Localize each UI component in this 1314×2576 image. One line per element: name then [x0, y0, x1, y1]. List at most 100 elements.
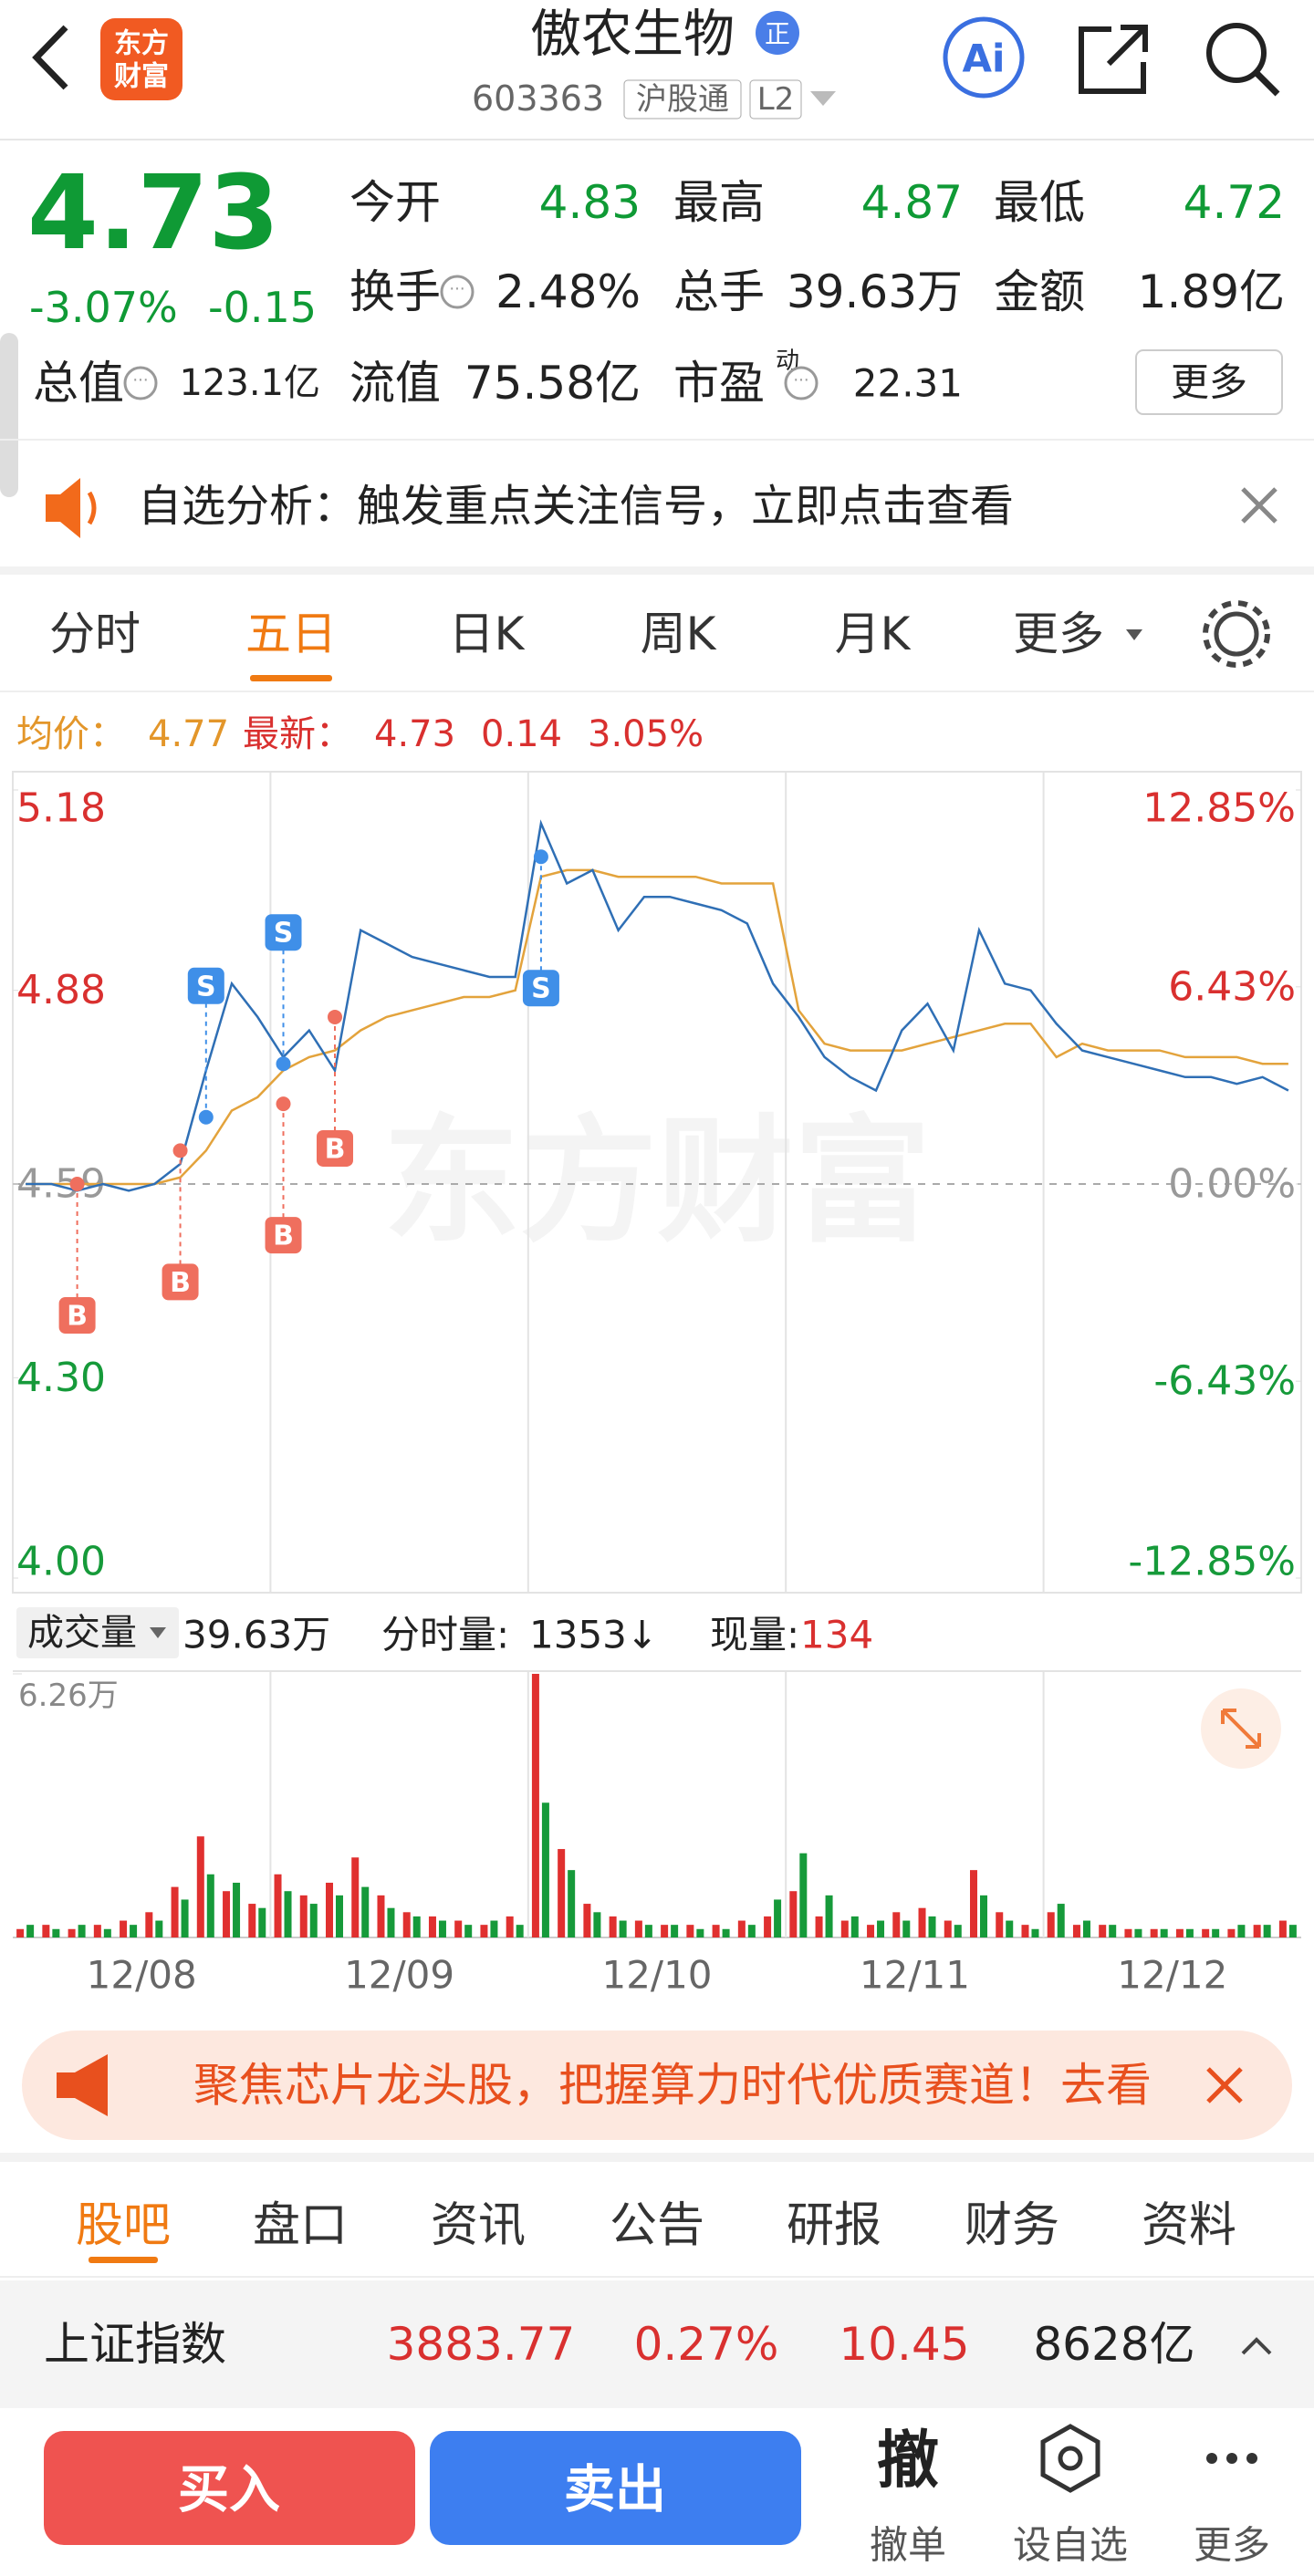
- banner[interactable]: [22, 2031, 1292, 2140]
- tag: L2: [757, 81, 795, 118]
- signal-box[interactable]: [58, 1297, 96, 1334]
- volume-bar: [877, 1920, 885, 1937]
- volume-bar: [634, 1920, 642, 1937]
- stat-value: 123.1亿: [179, 362, 320, 404]
- volume-bar: [16, 1928, 25, 1937]
- volume-bar: [1237, 1925, 1246, 1937]
- sell-text: 卖出: [564, 2461, 666, 2520]
- expand-caret[interactable]: [1241, 2337, 1272, 2355]
- volume-bar: [78, 1925, 86, 1937]
- volume-bar: [1288, 1925, 1297, 1937]
- dropdown-icon[interactable]: [810, 91, 836, 106]
- info-icon-dots: ···: [449, 280, 464, 299]
- bottom-tab[interactable]: 财务: [965, 2198, 1059, 2253]
- volume-bar: [196, 1836, 204, 1937]
- stat-value: 4.72: [1184, 176, 1285, 229]
- bottom-tab[interactable]: 盘口: [253, 2198, 348, 2253]
- info-icon[interactable]: [440, 275, 474, 309]
- signal-box[interactable]: [317, 1129, 353, 1167]
- volume-bar: [928, 1916, 936, 1937]
- buy-button[interactable]: [44, 2431, 415, 2545]
- volume-bar: [1057, 1904, 1065, 1937]
- chart-frame: [12, 771, 1302, 1594]
- signal-box[interactable]: [265, 914, 302, 951]
- tab[interactable]: 分时: [49, 608, 141, 660]
- stat-value: 2.48%: [495, 265, 641, 318]
- tab[interactable]: 周K: [641, 608, 717, 660]
- banner-text: 聚焦芯片龙头股，把握算力时代优质赛道！去看: [193, 2059, 1152, 2112]
- info-icon[interactable]: [784, 366, 819, 400]
- signal-box[interactable]: [265, 1217, 302, 1254]
- bottom-tab[interactable]: 公告: [610, 2198, 704, 2253]
- volume-selector[interactable]: [16, 1607, 179, 1658]
- bottom-tab[interactable]: 研报: [787, 2198, 881, 2253]
- volume-bar: [387, 1907, 395, 1937]
- tab[interactable]: 日K: [449, 608, 526, 660]
- volume-bar: [722, 1928, 730, 1937]
- y-tick-label: 4.88: [16, 967, 106, 1013]
- volume-bar: [1134, 1928, 1142, 1937]
- index-change-pct: 0.27%: [634, 2318, 779, 2371]
- info-icon[interactable]: [123, 366, 158, 400]
- tool-label[interactable]: 更多: [1194, 2523, 1270, 2568]
- tab[interactable]: 更多: [1013, 608, 1104, 660]
- settings-icon[interactable]: [1214, 611, 1259, 657]
- watchlist-icon: [1040, 2424, 1100, 2493]
- tool-label[interactable]: 撤单: [870, 2523, 946, 2568]
- volume-bar: [671, 1925, 679, 1937]
- close-icon[interactable]: [1241, 487, 1278, 524]
- volume-bar: [840, 1920, 849, 1937]
- y-tick-label: 4.30: [16, 1355, 106, 1401]
- index-value: 3883.77: [387, 2318, 576, 2371]
- volume-selector-text: 成交量: [27, 1612, 137, 1654]
- volume-bar: [696, 1928, 704, 1937]
- volume-bar: [258, 1907, 266, 1937]
- volume-bar: [541, 1802, 549, 1937]
- share-icon[interactable]: [1079, 25, 1148, 94]
- volume-bar: [531, 1674, 539, 1937]
- volume-bar: [1278, 1920, 1287, 1937]
- tab[interactable]: 月K: [835, 608, 912, 660]
- divider: [0, 2153, 1314, 2162]
- bottom-tab[interactable]: 资讯: [431, 2198, 526, 2253]
- stat-value: 22.31: [853, 361, 963, 406]
- signal-box[interactable]: [187, 967, 224, 1004]
- signal-box[interactable]: [522, 970, 559, 1007]
- side-handle[interactable]: [0, 333, 18, 497]
- ai-button[interactable]: [943, 16, 1025, 99]
- volume-bar: [171, 1886, 179, 1937]
- change-pct: -3.07%: [29, 283, 178, 332]
- tool-label[interactable]: 设自选: [1013, 2523, 1128, 2568]
- y2-tick-label: -6.43%: [1153, 1358, 1296, 1405]
- tick-arrow: ↓: [626, 1613, 658, 1657]
- volume-bar: [1109, 1925, 1117, 1937]
- tab-bar: 分时 五日 日K 周K 月K 更多: [49, 608, 1142, 681]
- cancel-icon: 撤: [877, 2425, 939, 2498]
- volume-bar: [1175, 1928, 1184, 1937]
- signal-box[interactable]: [162, 1263, 199, 1301]
- index-bar[interactable]: [0, 2280, 1314, 2408]
- tab[interactable]: 五日: [245, 608, 337, 660]
- bottom-tab[interactable]: 资料: [1142, 2198, 1236, 2253]
- buy-text: 买入: [178, 2461, 280, 2520]
- volume-bar: [1082, 1920, 1090, 1937]
- volume-bar: [980, 1895, 987, 1937]
- notice-text[interactable]: 自选分析：触发重点关注信号，立即点击查看: [138, 481, 1014, 532]
- logo[interactable]: [100, 18, 182, 100]
- logo-text: 财富: [114, 61, 169, 93]
- more-icon: [1206, 2453, 1217, 2464]
- close-icon[interactable]: [1206, 2067, 1243, 2103]
- volume-bar: [130, 1925, 138, 1937]
- volume-bar: [377, 1895, 385, 1937]
- divider: [0, 566, 1314, 575]
- volume-total: 39.63万: [182, 1613, 330, 1657]
- back-button[interactable]: [32, 25, 68, 90]
- badge: [756, 11, 799, 55]
- bottom-tab[interactable]: 股吧: [76, 2198, 171, 2253]
- more-button[interactable]: [1135, 349, 1283, 415]
- search-icon[interactable]: [1206, 23, 1267, 83]
- sell-button[interactable]: [430, 2431, 801, 2545]
- logo-text: 东方: [114, 28, 169, 60]
